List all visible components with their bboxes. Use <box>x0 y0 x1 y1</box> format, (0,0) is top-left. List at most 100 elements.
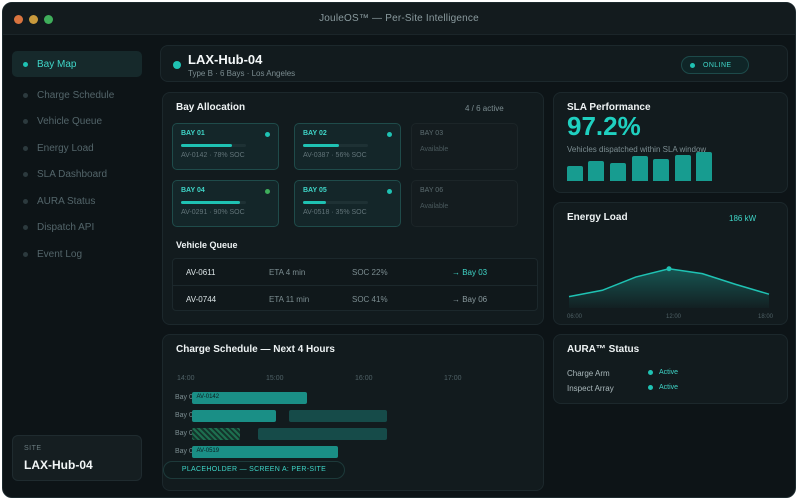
bay-card[interactable]: BAY 01 AV-0142 · 78% SOC <box>172 123 279 170</box>
schedule-bar[interactable] <box>289 410 388 422</box>
soc-progress-fill <box>181 201 240 204</box>
bay-info: Available <box>420 146 449 153</box>
queue-row[interactable]: AV-0744 ETA 11 min SOC 41% → Bay 06 <box>173 285 537 311</box>
soc-progress-track <box>181 201 246 204</box>
nav-bullet-icon <box>23 198 28 204</box>
bay-status-dot-icon <box>265 132 270 137</box>
vehicle-id: AV-0611 <box>186 268 216 277</box>
schedule-bar[interactable] <box>258 428 388 440</box>
soc-progress-track <box>303 201 368 204</box>
page-title: LAX-Hub-04 <box>188 52 263 67</box>
schedule-bar[interactable]: AV-0519 <box>191 446 339 458</box>
bay-name: BAY 01 <box>181 130 205 137</box>
nav-bullet-icon <box>23 171 28 177</box>
sla-bar <box>653 159 669 181</box>
sidebar-item-sla-dashboard[interactable]: SLA Dashboard <box>12 161 142 187</box>
vehicle-eta: ETA 11 min <box>269 295 310 304</box>
nav-bullet-icon <box>23 92 28 98</box>
sidebar-item-dispatch-api[interactable]: Dispatch API <box>12 214 142 240</box>
sidebar-item-charge-schedule[interactable]: Charge Schedule <box>12 82 142 108</box>
page-subtitle: Type B · 6 Bays · Los Angeles <box>188 69 296 78</box>
active-dot-icon <box>648 385 653 390</box>
vehicle-queue-title: Vehicle Queue <box>176 240 238 250</box>
schedule-bar[interactable] <box>191 428 241 440</box>
soc-progress-fill <box>303 201 326 204</box>
queue-row[interactable]: AV-0611 ETA 4 min SOC 22% → Bay 03 <box>173 259 537 285</box>
nav-bullet-icon <box>23 251 28 257</box>
bay-card[interactable]: BAY 02 AV-0387 · 56% SOC <box>294 123 401 170</box>
bay-name: BAY 06 <box>420 187 444 194</box>
sidebar-item-label: Energy Load <box>37 142 94 154</box>
soc-progress-fill <box>303 144 340 147</box>
sla-subtitle: Vehicles dispatched within SLA window <box>567 145 707 154</box>
schedule-row-label: Bay 01 <box>175 394 197 401</box>
sidebar-item-event-log[interactable]: Event Log <box>12 241 142 267</box>
sla-bar <box>588 160 604 181</box>
active-count: 4 / 6 active <box>465 104 504 113</box>
bay-info: AV-0387 · 56% SOC <box>303 152 367 159</box>
sidebar-item-aura-status[interactable]: AURA Status <box>12 188 142 214</box>
maximize-window-button[interactable] <box>44 15 53 24</box>
minimize-window-button[interactable] <box>29 15 38 24</box>
schedule-row-label: Bay 04 <box>175 430 197 437</box>
time-tick-label: 17:00 <box>444 375 462 382</box>
bay-name: BAY 03 <box>420 130 444 137</box>
sidebar-item-energy-load[interactable]: Energy Load <box>12 135 142 161</box>
sla-title: SLA Performance <box>567 102 651 113</box>
vehicle-soc: SOC 22% <box>352 268 388 277</box>
bay-info: AV-0291 · 90% SOC <box>181 209 245 216</box>
online-dot-icon <box>690 62 695 68</box>
bay-card[interactable]: BAY 03 Available <box>411 123 518 170</box>
sidebar-item-vehicle-queue[interactable]: Vehicle Queue <box>12 108 142 134</box>
bay-allocation-title: Bay Allocation <box>176 102 246 113</box>
sidebar-item-label: Charge Schedule <box>37 89 115 101</box>
sla-bar <box>632 156 648 181</box>
schedule-bar-label: AV-0142 <box>196 394 220 400</box>
aura-row-value: Active <box>659 384 679 391</box>
site-card[interactable]: SITE LAX-Hub-04 <box>12 435 142 481</box>
vehicle-queue-list: AV-0611 ETA 4 min SOC 22% → Bay 03 AV-07… <box>172 258 538 311</box>
close-window-button[interactable] <box>14 15 23 24</box>
status-badge: ONLINE <box>681 56 749 74</box>
energy-area <box>569 268 769 308</box>
charge-schedule-panel: Charge Schedule — Next 4 Hours 14:00 15:0… <box>162 334 544 491</box>
placeholder-label: PLACEHOLDER — SCREEN A: PER-SITE <box>163 461 345 479</box>
sla-panel: SLA Performance 97.2% Vehicles dispatche… <box>553 92 788 193</box>
schedule-bar-label: AV-0519 <box>196 448 220 454</box>
time-tick-label: 14:00 <box>177 375 195 382</box>
bay-info: Available <box>420 203 449 210</box>
sla-bar <box>675 154 691 181</box>
schedule-bar[interactable] <box>191 410 277 422</box>
soc-progress-track <box>303 144 368 147</box>
sla-bar <box>567 166 583 181</box>
sidebar-item-label: SLA Dashboard <box>37 168 108 180</box>
schedule-row-label: Bay 02 <box>175 412 197 419</box>
window-title: JouleOS™ — Per-Site Intelligence <box>319 13 479 24</box>
time-tick-label: 15:00 <box>266 375 284 382</box>
energy-current: 186 kW <box>729 214 757 223</box>
sla-bar <box>610 163 626 181</box>
schedule-row-label: Bay 05 <box>175 448 197 455</box>
energy-panel: Energy Load 186 kW 06:00 12:00 18:00 <box>553 202 788 325</box>
bay-status-dot-icon <box>265 189 270 194</box>
energy-tick-label: 06:00 <box>567 314 583 320</box>
bay-name: BAY 05 <box>303 187 327 194</box>
bay-card[interactable]: BAY 04 AV-0291 · 90% SOC <box>172 180 279 227</box>
site-card-value: LAX-Hub-04 <box>24 458 93 472</box>
energy-tick-label: 12:00 <box>666 314 682 320</box>
status-badge-label: ONLINE <box>703 61 732 69</box>
energy-chart <box>568 266 770 308</box>
bay-card[interactable]: BAY 05 AV-0518 · 35% SOC <box>294 180 401 227</box>
nav-bullet-icon <box>23 118 28 124</box>
sidebar-item-bay-map[interactable]: Bay Map <box>12 51 142 77</box>
schedule-bar[interactable]: AV-0142 <box>191 392 308 404</box>
sla-value: 97.2% <box>567 111 641 141</box>
bay-status-dot-icon <box>387 132 392 137</box>
status-dot-icon <box>173 61 181 69</box>
bay-card[interactable]: BAY 06 Available <box>411 180 518 227</box>
nav-bullet-icon <box>23 224 28 230</box>
energy-peak-point <box>666 266 672 272</box>
bay-name: BAY 02 <box>303 130 327 137</box>
site-card-label: SITE <box>24 445 42 452</box>
